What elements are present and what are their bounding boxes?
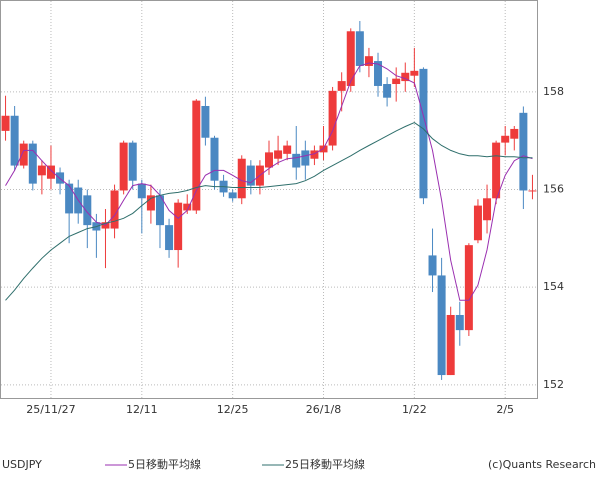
candle-body: [10, 115, 19, 166]
candle-body: [492, 142, 501, 199]
candle-body: [128, 142, 137, 181]
candle-body: [437, 275, 446, 376]
candle-body: [473, 205, 482, 241]
candle-body: [374, 61, 383, 86]
y-tick-label: 156: [543, 182, 564, 195]
candle-body: [237, 158, 246, 199]
candle-body: [1, 115, 10, 131]
candle-body: [28, 143, 37, 184]
candle-body: [283, 145, 292, 154]
candle-body: [46, 165, 55, 179]
ma-line: [5, 62, 533, 301]
candle-body: [483, 198, 492, 221]
candle-body: [337, 81, 346, 91]
candle-body: [519, 112, 528, 191]
candle-body: [165, 225, 174, 251]
credit: (c)Quants Research: [488, 458, 596, 471]
x-tick-label: 26/1/8: [306, 403, 341, 416]
candle-body: [410, 70, 419, 76]
candle-body: [183, 203, 192, 211]
candle-body: [265, 152, 273, 168]
candle-body: [455, 314, 464, 331]
candle-body: [155, 195, 164, 226]
symbol: USDJPY: [2, 458, 42, 471]
legend-label: 5日移動平均線: [128, 457, 201, 471]
y-tick-label: 152: [543, 378, 564, 391]
candle-body: [328, 90, 337, 146]
candle-body: [192, 100, 201, 211]
candle-body: [119, 142, 128, 191]
candle-body: [210, 137, 219, 181]
candle-body: [364, 56, 373, 66]
x-tick-label: 12/25: [217, 403, 249, 416]
candle-body: [428, 255, 437, 276]
candle-body: [355, 31, 364, 66]
candle-body: [401, 72, 410, 82]
candle-body: [292, 153, 301, 168]
x-tick-label: 25/11/27: [26, 403, 75, 416]
candle-body: [110, 190, 119, 229]
candle-body: [19, 143, 28, 166]
candle-body: [274, 150, 283, 159]
y-tick-label: 154: [543, 280, 564, 293]
candle-body: [246, 165, 255, 186]
candle-body: [383, 84, 392, 98]
candle-body: [83, 195, 92, 226]
candle-body: [310, 150, 319, 159]
x-tick-label: 2/5: [496, 403, 514, 416]
x-tick-label: 1/22: [402, 403, 427, 416]
candle-body: [510, 128, 519, 139]
candle-body: [65, 183, 74, 214]
candle-body: [228, 192, 237, 199]
candle-body: [174, 202, 183, 251]
candle-body: [528, 190, 537, 192]
ma-line: [5, 122, 533, 301]
y-tick-label: 158: [543, 85, 564, 98]
candle-body: [446, 314, 455, 376]
candle-body: [346, 31, 355, 86]
candle-body: [146, 195, 155, 211]
candle-body: [301, 150, 310, 166]
candle-body: [201, 105, 210, 138]
candle-body: [501, 135, 510, 143]
candle-body: [419, 68, 428, 199]
candle-body: [137, 183, 146, 199]
candle-body: [392, 78, 401, 85]
legend-label: 25日移動平均線: [285, 457, 365, 471]
candle-body: [464, 245, 473, 331]
x-tick-label: 12/11: [126, 403, 158, 416]
candle-body: [37, 165, 46, 176]
